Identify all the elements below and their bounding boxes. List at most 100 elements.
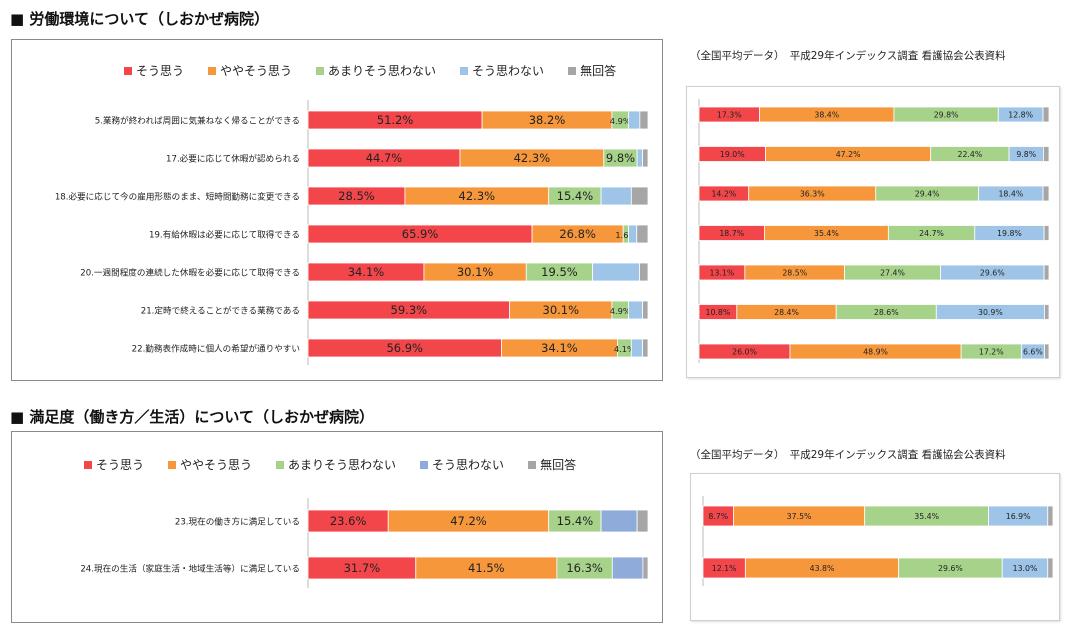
data-label: 19.0% [720,150,745,159]
data-label: 9.8% [606,151,635,165]
legend-item-somewhat-disagree: あまりそう思わない [316,62,436,79]
bar-segment-no-answer [636,509,649,533]
data-label: 37.5% [787,512,812,521]
chart-work-environment: 5.業務が終われば周囲に気兼ねなく帰ることができる 51.2% 38.2% 4.9% 1… [55,100,649,365]
data-label: 43.8% [810,564,835,573]
data-label: 22.4% [958,150,983,159]
legend-item-agree: そう思う [124,62,184,79]
legend-item-no-answer: 無回答 [568,62,616,79]
data-label: 24.7% [919,229,944,238]
category-label: 5.業務が終われば周囲に気兼ねなく帰ることができる [95,115,300,127]
legend-work-environment: そう思う ややそう思う あまりそう思わない そう思わない 無回答 [124,62,616,79]
legend-item-somewhat-agree: ややそう思う [208,62,292,79]
bar-segment-no-answer [1044,343,1050,360]
data-label: 41.5% [468,561,505,575]
chart-national-satisfaction: 8.7% 37.5% 35.4% 16.9% 12.1% 43.8% 29.6% 13.0% [702,496,1054,586]
bar-segment-disagree [592,262,640,282]
legend-item-agree: そう思う [84,456,144,473]
data-label: 4.9% [610,116,631,126]
data-label: 4.9% [610,306,631,316]
bar-segment-disagree [611,556,644,580]
data-label: 23.6% [330,514,367,528]
bar-segment-no-answer [1043,264,1050,281]
national-data-note-2: （全国平均データ） 平成29年インデックス調査 看護協会公表資料 [690,449,1006,461]
data-label: 59.3% [391,303,428,317]
legend-item-somewhat-disagree: あまりそう思わない [276,456,396,473]
category-label: 20.一週間程度の連続した休暇を必要に応じて取得できる [80,267,300,279]
data-label: 47.2% [836,150,861,159]
data-label: 8.7% [708,512,728,521]
data-label: 13.0% [1013,564,1038,573]
data-label: 17.3% [717,110,742,119]
section-title-satisfaction: ■ 満足度（働き方／生活）について（しおかぜ病院） [10,408,374,426]
bar-segment-no-answer [1042,106,1050,123]
legend-item-disagree: そう思わない [460,62,544,79]
bar-segment-no-answer [639,110,649,130]
data-label: 30.1% [457,265,494,279]
category-label: 22.勤務表作成時に個人の希望が通りやすい [132,343,300,355]
data-label: 6.6% [1023,347,1043,356]
data-label: 16.3% [566,561,603,575]
data-label: 4.1% [614,344,635,354]
data-label: 29.4% [915,189,940,198]
bar-segment-no-answer [1047,505,1054,527]
bar-segment-no-answer [1042,185,1050,202]
data-label: 47.2% [450,514,487,528]
data-label: 18.4% [998,189,1023,198]
bar-segment-disagree [628,110,641,130]
chart-box-satisfaction: そう思う ややそう思う あまりそう思わない そう思わない 無回答 23.現在の働… [11,431,663,623]
data-label: 56.9% [386,341,423,355]
data-label: 30.9% [978,308,1003,317]
chart-box-national-satisfaction: 8.7% 37.5% 35.4% 16.9% 12.1% 43.8% 29.6% 13.0% [690,473,1060,621]
category-label: 18.必要に応じて今の雇用形態のまま、短時間勤務に変更できる [55,191,300,203]
bar-segment-no-answer [1044,304,1050,320]
data-label: 44.7% [366,151,403,165]
data-label: 15.4% [557,189,594,203]
chart-national-work-environment: 17.3% 38.4% 29.8% 12.8% 19.0% 47.2% 22.4% 9.8% 1… [698,99,1050,363]
data-label: 10.8% [706,308,731,317]
data-label: 9.8% [1016,150,1036,159]
chart-box-work-environment: そう思う ややそう思う あまりそう思わない そう思わない 無回答 5.業務が終わ… [11,39,663,381]
bar-segment-disagree [600,186,632,206]
category-label: 17.必要に応じて休暇が認められる [166,153,300,165]
data-label: 13.1% [710,268,735,277]
bar-segment-no-answer [1042,146,1050,162]
bar-segment-disagree [630,338,643,358]
bar-segment-disagree [600,509,638,533]
category-label: 21.定時で終えることができる業務である [141,305,300,317]
data-label: 38.2% [529,113,566,127]
data-label: 29.6% [938,564,963,573]
data-label: 48.9% [863,347,888,356]
bar-segment-no-answer [1043,225,1050,241]
data-label: 42.3% [514,151,551,165]
data-label: 18.7% [719,229,744,238]
bar-segment-no-answer [642,148,649,168]
data-label: 28.5% [782,268,807,277]
data-label: 31.7% [344,561,381,575]
data-label: 14.2% [711,189,736,198]
bar-segment-no-answer [642,556,649,580]
bar-segment-no-answer [642,300,649,320]
data-label: 28.6% [874,308,899,317]
data-label: 51.2% [377,113,414,127]
data-label: 38.4% [814,110,839,119]
data-label: 19.8% [997,229,1022,238]
bar-segment-no-answer [639,262,649,282]
category-label: 24.現在の生活（家庭生活・地域生活等）に満足している [80,563,300,575]
bar-segment-no-answer [636,224,649,244]
category-label: 23.現在の働き方に満足している [175,516,300,528]
data-label: 35.4% [914,512,939,521]
data-label: 42.3% [459,189,496,203]
data-label: 29.6% [980,268,1005,277]
legend-item-somewhat-agree: ややそう思う [168,456,252,473]
chart-box-national-work-environment: 17.3% 38.4% 29.8% 12.8% 19.0% 47.2% 22.4% 9.8% 1… [686,86,1060,378]
chart-satisfaction: 23.現在の働き方に満足している 23.6% 47.2% 15.4% 24.現在の生活（… [80,498,649,588]
national-data-note-1: （全国平均データ） 平成29年インデックス調査 看護協会公表資料 [690,50,1006,62]
section-title-work-environment: ■ 労働環境について（しおかぜ病院） [10,10,269,28]
data-label: 28.4% [774,308,799,317]
data-label: 34.1% [541,341,578,355]
data-label: 65.9% [402,227,439,241]
data-label: 26.8% [559,227,596,241]
bar-segment-disagree [636,148,643,168]
data-label: 1.6% [615,230,636,240]
